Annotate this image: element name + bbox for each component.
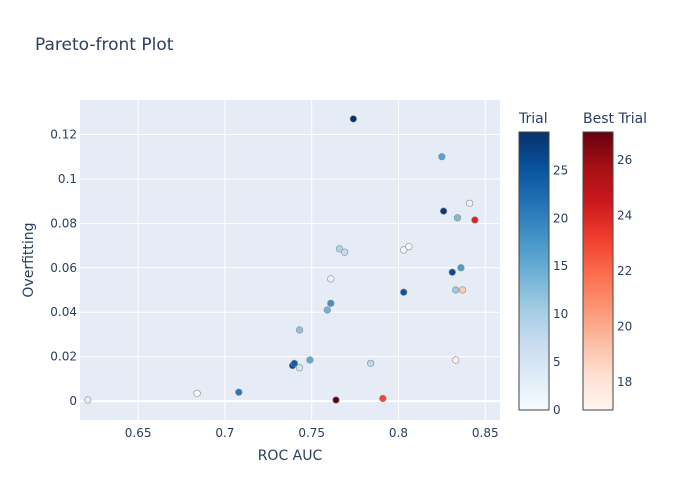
colorbar-best-trial: Best Trial 18 20 22 24 26 <box>582 111 647 411</box>
trial-point[interactable] <box>438 153 446 161</box>
y-tick-label: 0.04 <box>50 305 77 319</box>
x-tick-label: 0.8 <box>389 426 408 440</box>
chart-title: Pareto-front Plot <box>35 35 174 55</box>
colorbar-tick-label: 18 <box>617 375 632 389</box>
trial-point[interactable] <box>235 388 243 396</box>
colorbar-best-trial-gradient <box>582 131 614 411</box>
trial-point[interactable] <box>323 306 331 314</box>
colorbar-tick-label: 26 <box>617 153 632 167</box>
colorbar-best-trial-ticks: 18 20 22 24 26 <box>617 153 632 389</box>
colorbar-trial: Trial 0 5 10 15 20 25 <box>518 111 568 417</box>
trial-point[interactable] <box>367 359 375 367</box>
best-trial-point[interactable] <box>452 356 460 364</box>
trial-point[interactable] <box>349 115 357 123</box>
trial-point[interactable] <box>335 245 344 253</box>
trial-point[interactable] <box>400 246 408 254</box>
colorbar-tick-label: 22 <box>617 264 632 278</box>
colorbar-tick-label: 10 <box>553 307 568 321</box>
colorbar-trial-gradient <box>518 131 550 411</box>
y-tick-label: 0.02 <box>50 350 77 364</box>
best-trial-point[interactable] <box>459 286 467 294</box>
colorbar-tick-label: 15 <box>553 259 568 273</box>
trial-point[interactable] <box>327 299 335 307</box>
trial-point[interactable] <box>405 243 413 251</box>
best-trial-point[interactable] <box>332 396 340 404</box>
grid-lines <box>80 100 500 420</box>
trial-point[interactable] <box>453 214 462 222</box>
trial-point[interactable] <box>84 396 92 404</box>
trial-point[interactable] <box>295 326 304 334</box>
x-tick-label: 0.75 <box>298 426 325 440</box>
best-trial-point[interactable] <box>471 216 479 224</box>
y-axis-title: Overfitting <box>21 222 37 297</box>
trial-point[interactable] <box>327 275 335 283</box>
best-trial-point[interactable] <box>379 394 387 403</box>
trial-point[interactable] <box>452 286 460 294</box>
trial-point[interactable] <box>295 364 304 372</box>
colorbar-tick-label: 5 <box>553 355 561 369</box>
trial-point[interactable] <box>341 248 349 256</box>
colorbar-trial-title: Trial <box>518 111 548 127</box>
trial-point[interactable] <box>193 389 201 397</box>
axis-ticks: 0.65 0.7 0.75 0.8 0.85 0 0.02 0.04 0.06 0.08 0.1 0.… <box>50 127 498 440</box>
x-axis-title: ROC AUC <box>258 448 323 464</box>
trial-point[interactable] <box>290 359 298 367</box>
y-tick-label: 0 <box>69 394 77 408</box>
y-tick-label: 0.1 <box>58 172 77 186</box>
y-tick-label: 0.08 <box>50 216 77 230</box>
trial-point[interactable] <box>306 356 314 364</box>
y-tick-label: 0.06 <box>50 261 77 275</box>
colorbar-tick-label: 20 <box>553 211 568 225</box>
x-tick-label: 0.7 <box>215 426 234 440</box>
trial-point[interactable] <box>439 207 448 215</box>
trial-point[interactable] <box>457 264 465 272</box>
colorbar-tick-label: 25 <box>553 163 568 177</box>
plot-area <box>80 100 500 420</box>
trial-point[interactable] <box>466 199 474 207</box>
data-points <box>84 115 479 404</box>
colorbar-tick-label: 24 <box>617 208 632 222</box>
trial-point[interactable] <box>448 268 456 276</box>
colorbar-trial-ticks: 0 5 10 15 20 25 <box>553 163 568 417</box>
trial-point[interactable] <box>400 288 408 296</box>
x-tick-label: 0.85 <box>472 426 499 440</box>
x-tick-label: 0.65 <box>125 426 152 440</box>
colorbar-tick-label: 20 <box>617 320 632 334</box>
colorbar-best-trial-title: Best Trial <box>583 111 647 127</box>
colorbar-tick-label: 0 <box>553 403 561 417</box>
y-tick-label: 0.12 <box>50 127 77 141</box>
